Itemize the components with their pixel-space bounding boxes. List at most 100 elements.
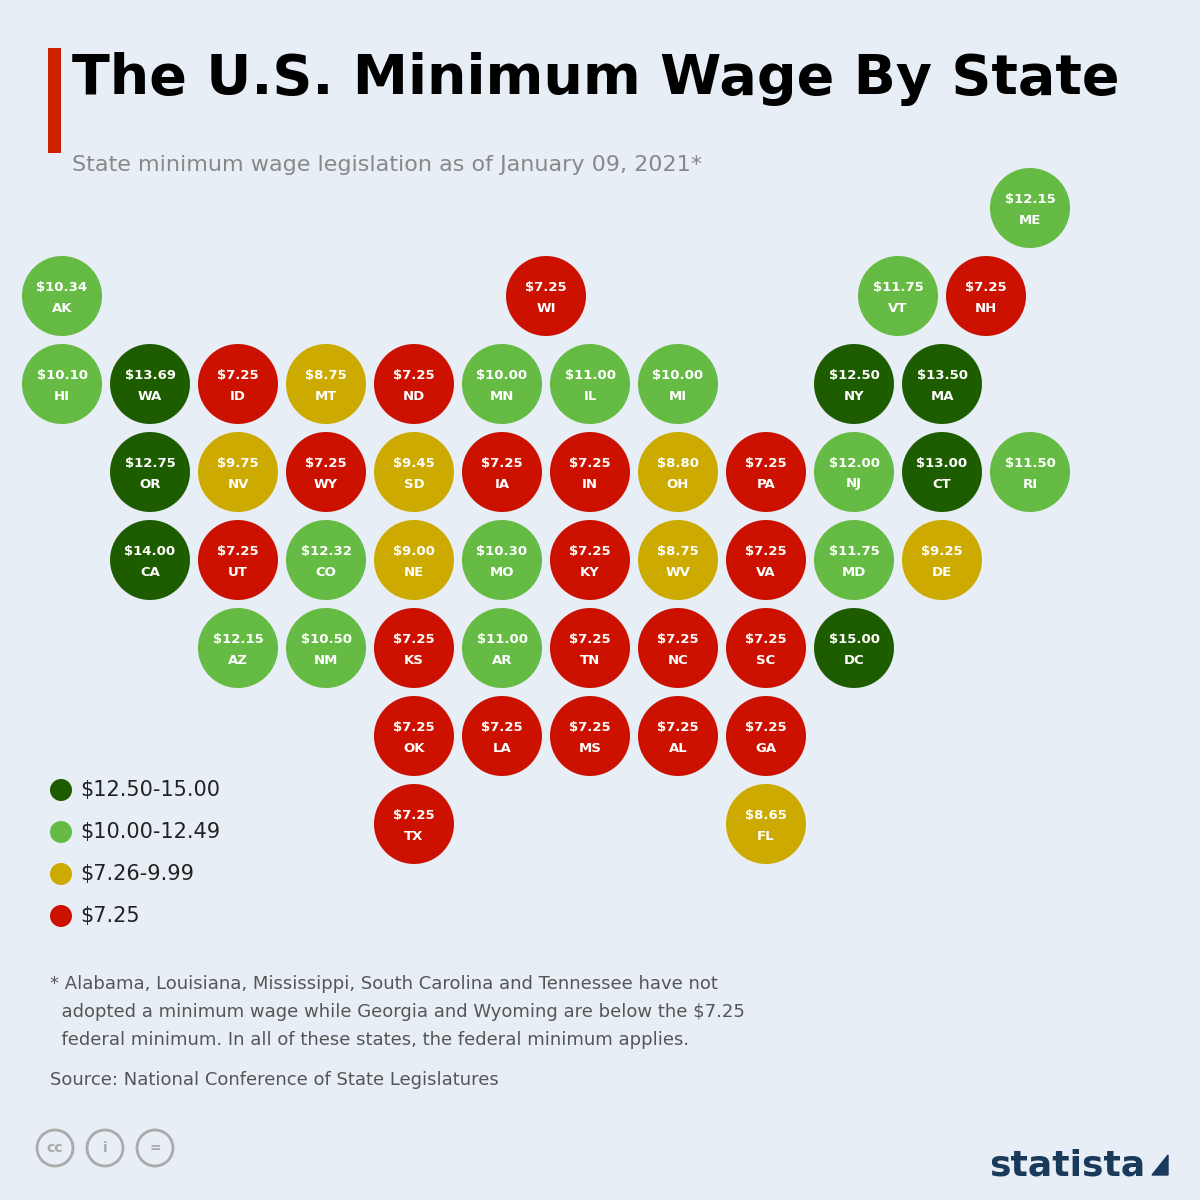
- Circle shape: [990, 432, 1070, 512]
- Circle shape: [550, 608, 630, 688]
- Circle shape: [110, 344, 190, 424]
- Text: MN: MN: [490, 390, 514, 402]
- Text: $12.32: $12.32: [300, 546, 352, 558]
- Circle shape: [726, 784, 806, 864]
- Text: $11.75: $11.75: [829, 546, 880, 558]
- Text: CT: CT: [932, 478, 952, 491]
- Circle shape: [814, 608, 894, 688]
- Text: WI: WI: [536, 301, 556, 314]
- Text: federal minimum. In all of these states, the federal minimum applies.: federal minimum. In all of these states,…: [50, 1031, 689, 1049]
- Text: $12.15: $12.15: [212, 634, 263, 647]
- Text: $7.25: $7.25: [658, 721, 698, 734]
- Circle shape: [50, 779, 72, 802]
- Text: $7.25: $7.25: [305, 457, 347, 470]
- Text: $10.30: $10.30: [476, 546, 528, 558]
- Circle shape: [374, 344, 454, 424]
- Circle shape: [110, 432, 190, 512]
- Text: $7.25: $7.25: [745, 634, 787, 647]
- Bar: [48, 48, 61, 152]
- Text: $12.50: $12.50: [828, 370, 880, 383]
- Text: CA: CA: [140, 565, 160, 578]
- Text: $9.00: $9.00: [394, 546, 434, 558]
- Circle shape: [726, 520, 806, 600]
- Polygon shape: [1152, 1154, 1168, 1175]
- Text: WY: WY: [314, 478, 338, 491]
- Text: The U.S. Minimum Wage By State: The U.S. Minimum Wage By State: [72, 52, 1120, 106]
- Text: $7.26-9.99: $7.26-9.99: [80, 864, 194, 884]
- Circle shape: [286, 520, 366, 600]
- Circle shape: [550, 520, 630, 600]
- Text: OH: OH: [667, 478, 689, 491]
- Text: $8.65: $8.65: [745, 810, 787, 822]
- Circle shape: [638, 608, 718, 688]
- Text: RI: RI: [1022, 478, 1038, 491]
- Text: $7.25: $7.25: [394, 810, 434, 822]
- Circle shape: [462, 344, 542, 424]
- Circle shape: [462, 432, 542, 512]
- Text: FL: FL: [757, 829, 775, 842]
- Circle shape: [638, 344, 718, 424]
- Text: $7.25: $7.25: [394, 721, 434, 734]
- Text: $7.25: $7.25: [965, 282, 1007, 294]
- Text: IL: IL: [583, 390, 596, 402]
- Text: $7.25: $7.25: [217, 546, 259, 558]
- Text: $11.75: $11.75: [872, 282, 923, 294]
- Text: $11.00: $11.00: [564, 370, 616, 383]
- Text: IA: IA: [494, 478, 510, 491]
- Circle shape: [726, 696, 806, 776]
- Circle shape: [198, 344, 278, 424]
- Circle shape: [462, 608, 542, 688]
- Circle shape: [858, 256, 938, 336]
- Circle shape: [550, 344, 630, 424]
- Text: TX: TX: [404, 829, 424, 842]
- Text: $10.00: $10.00: [653, 370, 703, 383]
- Text: $7.25: $7.25: [394, 370, 434, 383]
- Circle shape: [726, 608, 806, 688]
- Circle shape: [198, 432, 278, 512]
- Text: NJ: NJ: [846, 478, 862, 491]
- Text: DE: DE: [932, 565, 952, 578]
- Circle shape: [50, 863, 72, 886]
- Text: $9.45: $9.45: [394, 457, 434, 470]
- Text: $12.50-15.00: $12.50-15.00: [80, 780, 220, 800]
- Circle shape: [374, 784, 454, 864]
- Circle shape: [22, 344, 102, 424]
- Text: $10.00-12.49: $10.00-12.49: [80, 822, 220, 842]
- Circle shape: [902, 432, 982, 512]
- Text: $7.25: $7.25: [569, 457, 611, 470]
- Text: ID: ID: [230, 390, 246, 402]
- Text: $7.25: $7.25: [569, 546, 611, 558]
- Circle shape: [462, 520, 542, 600]
- Text: NC: NC: [667, 654, 689, 666]
- Text: $15.00: $15.00: [828, 634, 880, 647]
- Circle shape: [374, 432, 454, 512]
- Text: MD: MD: [842, 565, 866, 578]
- Text: VA: VA: [756, 565, 776, 578]
- Circle shape: [638, 520, 718, 600]
- Text: OK: OK: [403, 742, 425, 755]
- Text: $7.25: $7.25: [526, 282, 566, 294]
- Circle shape: [198, 608, 278, 688]
- Circle shape: [902, 344, 982, 424]
- Text: $13.00: $13.00: [917, 457, 967, 470]
- Text: $13.50: $13.50: [917, 370, 967, 383]
- Circle shape: [22, 256, 102, 336]
- Text: cc: cc: [47, 1141, 64, 1154]
- Text: KS: KS: [404, 654, 424, 666]
- Text: i: i: [103, 1141, 107, 1154]
- Text: $11.50: $11.50: [1004, 457, 1056, 470]
- Text: $7.25: $7.25: [569, 721, 611, 734]
- Circle shape: [198, 520, 278, 600]
- Circle shape: [50, 905, 72, 926]
- Text: $8.75: $8.75: [658, 546, 698, 558]
- Text: DC: DC: [844, 654, 864, 666]
- Circle shape: [506, 256, 586, 336]
- Text: $10.00: $10.00: [476, 370, 528, 383]
- Text: $7.25: $7.25: [481, 457, 523, 470]
- Text: CO: CO: [316, 565, 336, 578]
- Text: PA: PA: [757, 478, 775, 491]
- Text: NE: NE: [404, 565, 424, 578]
- Circle shape: [286, 608, 366, 688]
- Text: $8.75: $8.75: [305, 370, 347, 383]
- Text: NH: NH: [974, 301, 997, 314]
